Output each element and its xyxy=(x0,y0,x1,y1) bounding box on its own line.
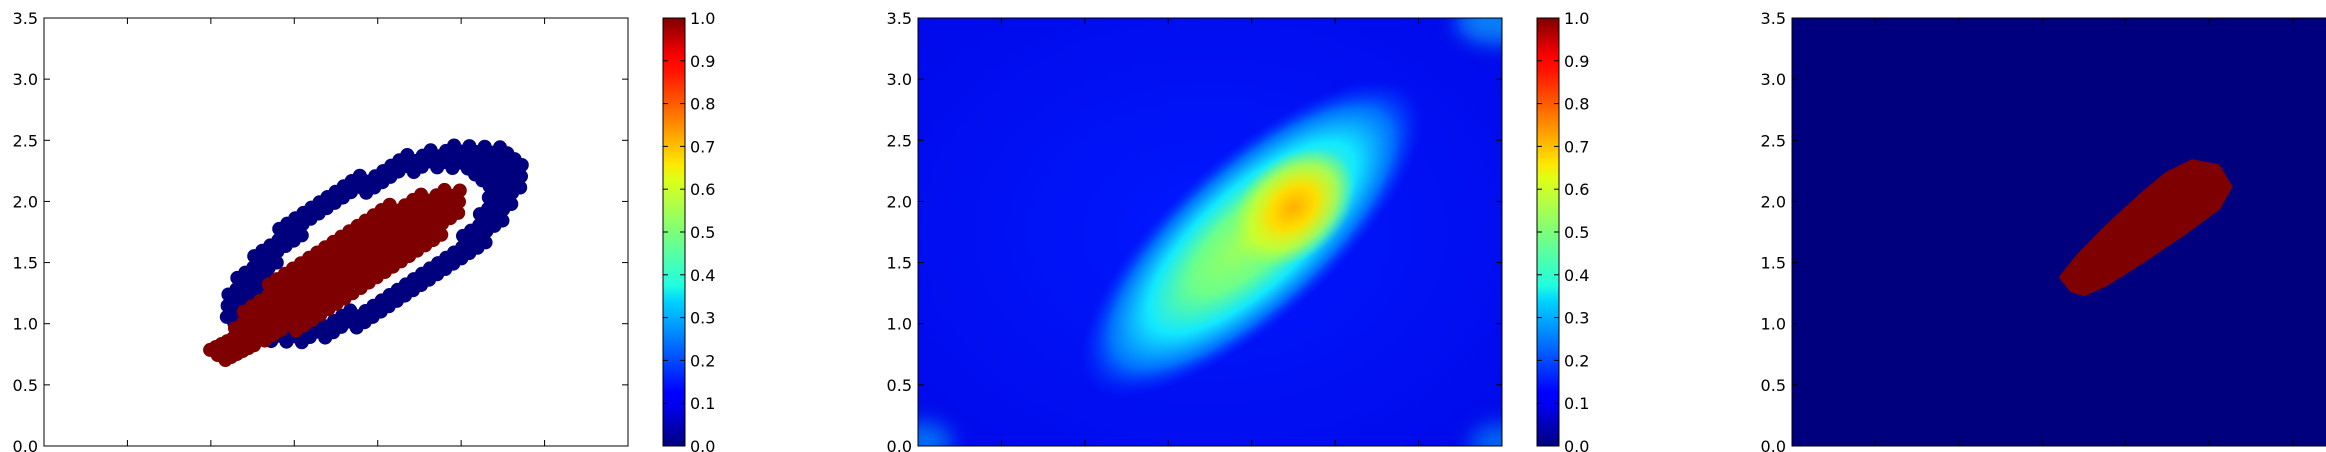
y-tick-label: 2.0 xyxy=(13,192,38,211)
y-tick-label: 2.5 xyxy=(887,131,912,150)
heatmap-peak xyxy=(1231,147,1356,268)
y-tick-label: 2.5 xyxy=(1761,131,1786,150)
y-tick-label: 2.0 xyxy=(887,192,912,211)
panel-3: 0.0 0.5 1.0 1.5 2.0 2.5 3.0 3.50.0 0.5 1.0 1.5 2.0 2… xyxy=(1761,9,2326,452)
colorbar-tick-label: 0.1 xyxy=(690,394,715,413)
y-tick-label: 1.5 xyxy=(13,254,38,273)
y-tick-label: 0.0 xyxy=(887,437,912,452)
colorbar-tick-label: 1.0 xyxy=(1564,9,1589,28)
data-point xyxy=(203,342,218,357)
y-tick-label: 0.0 xyxy=(1761,437,1786,452)
colorbar-tick-label: 0.6 xyxy=(1564,180,1589,199)
colorbar-tick-label: 0.9 xyxy=(690,52,715,71)
axes-frame xyxy=(43,17,629,447)
plot-area xyxy=(1792,18,2326,446)
panel-2: 0.00.51.01.52.02.53.03.50.00.51.01.52.02… xyxy=(887,9,1590,452)
y-tick-label: 1.5 xyxy=(1761,254,1786,273)
heatmap-corner xyxy=(1456,18,1502,44)
axes-frame xyxy=(917,17,1503,447)
data-point xyxy=(493,140,507,155)
y-tick-label: 0.5 xyxy=(13,376,38,395)
colorbar-tick-label: 0.3 xyxy=(690,309,715,328)
y-tick-label: 3.5 xyxy=(1761,9,1786,28)
heatmap-corner xyxy=(918,422,952,446)
colorbar-tick-label: 0.1 xyxy=(1564,394,1589,413)
y-axis: 0.0 0.5 1.0 1.5 2.0 2.5 3.0 3.5 xyxy=(13,9,628,452)
colorbar-tick-label: 0.4 xyxy=(690,266,715,285)
colorbar-tick-label: 0.6 xyxy=(690,180,715,199)
data-point xyxy=(352,168,367,183)
colorbar-tick-label: 0.9 xyxy=(1564,52,1589,71)
data-point xyxy=(462,139,477,154)
axes-frame xyxy=(1791,17,2326,447)
y-tick-label: 0.5 xyxy=(1761,376,1786,395)
y-tick-label: 1.0 xyxy=(887,315,912,334)
data-point xyxy=(437,182,452,197)
colorbar: 0.0 0.1 0.2 0.3 0.4 0.5 0.6 0.7 0.8 0.9 1.0 xyxy=(1536,9,1589,452)
y-tick-label: 2.0 xyxy=(1761,192,1786,211)
y-tick-label: 0.5 xyxy=(887,376,912,395)
plot-area xyxy=(44,18,628,446)
y-tick-label: 1.5 xyxy=(887,254,912,273)
y-axis: 0.0 0.5 1.0 1.5 2.0 2.5 3.0 3.5 xyxy=(887,9,1502,452)
data-point xyxy=(343,303,358,318)
y-tick-label: 3.5 xyxy=(887,9,912,28)
colorbar-tick-label: 0.7 xyxy=(690,137,715,156)
series-class-1 xyxy=(203,182,467,367)
colorbar-tick-label: 0.0 xyxy=(690,437,715,452)
colorbar-tick-label: 0.5 xyxy=(1564,223,1589,242)
data-point xyxy=(423,143,438,158)
y-tick-label: 1.0 xyxy=(1761,315,1786,334)
colorbar-tick-label: 0.2 xyxy=(690,351,715,370)
data-point xyxy=(414,187,429,202)
colorbar: 0.0 0.1 0.2 0.3 0.4 0.5 0.6 0.7 0.8 0.9 1.0 xyxy=(662,9,715,452)
data-point xyxy=(452,183,467,198)
colorbar-tick-label: 0.3 xyxy=(1564,309,1589,328)
positive-region xyxy=(2059,159,2233,297)
y-tick-label: 3.5 xyxy=(13,9,38,28)
y-tick-label: 1.0 xyxy=(13,315,38,334)
data-point xyxy=(400,148,415,162)
data-point xyxy=(477,139,492,154)
data-point xyxy=(382,197,397,212)
heatmap-image xyxy=(918,18,1502,446)
colorbar-tick-label: 0.4 xyxy=(1564,266,1589,285)
colorbar-tick-label: 0.2 xyxy=(1564,351,1589,370)
y-axis: 0.0 0.5 1.0 1.5 2.0 2.5 3.0 3.5 xyxy=(1761,9,1798,452)
colorbar-tick-label: 0.7 xyxy=(1564,137,1589,156)
colorbar-tick-label: 1.0 xyxy=(690,9,715,28)
y-tick-label: 3.0 xyxy=(1761,70,1786,89)
data-point xyxy=(447,138,462,153)
colorbar-tick-label: 0.0 xyxy=(1564,437,1589,452)
colorbar-tick-label: 0.5 xyxy=(690,223,715,242)
y-tick-label: 2.5 xyxy=(13,131,38,150)
panel-1: 0.00.51.01.52.02.53.03.50.00.51.01.52.02… xyxy=(13,9,716,452)
colorbar-tick-label: 0.8 xyxy=(1564,95,1589,114)
y-tick-label: 3.0 xyxy=(13,70,38,89)
y-tick-label: 3.0 xyxy=(887,70,912,89)
series-class-0 xyxy=(219,138,529,350)
y-tick-label: 0.0 xyxy=(13,437,38,452)
heatmap-corner xyxy=(1470,424,1502,446)
colorbar-tick-label: 0.8 xyxy=(690,95,715,114)
